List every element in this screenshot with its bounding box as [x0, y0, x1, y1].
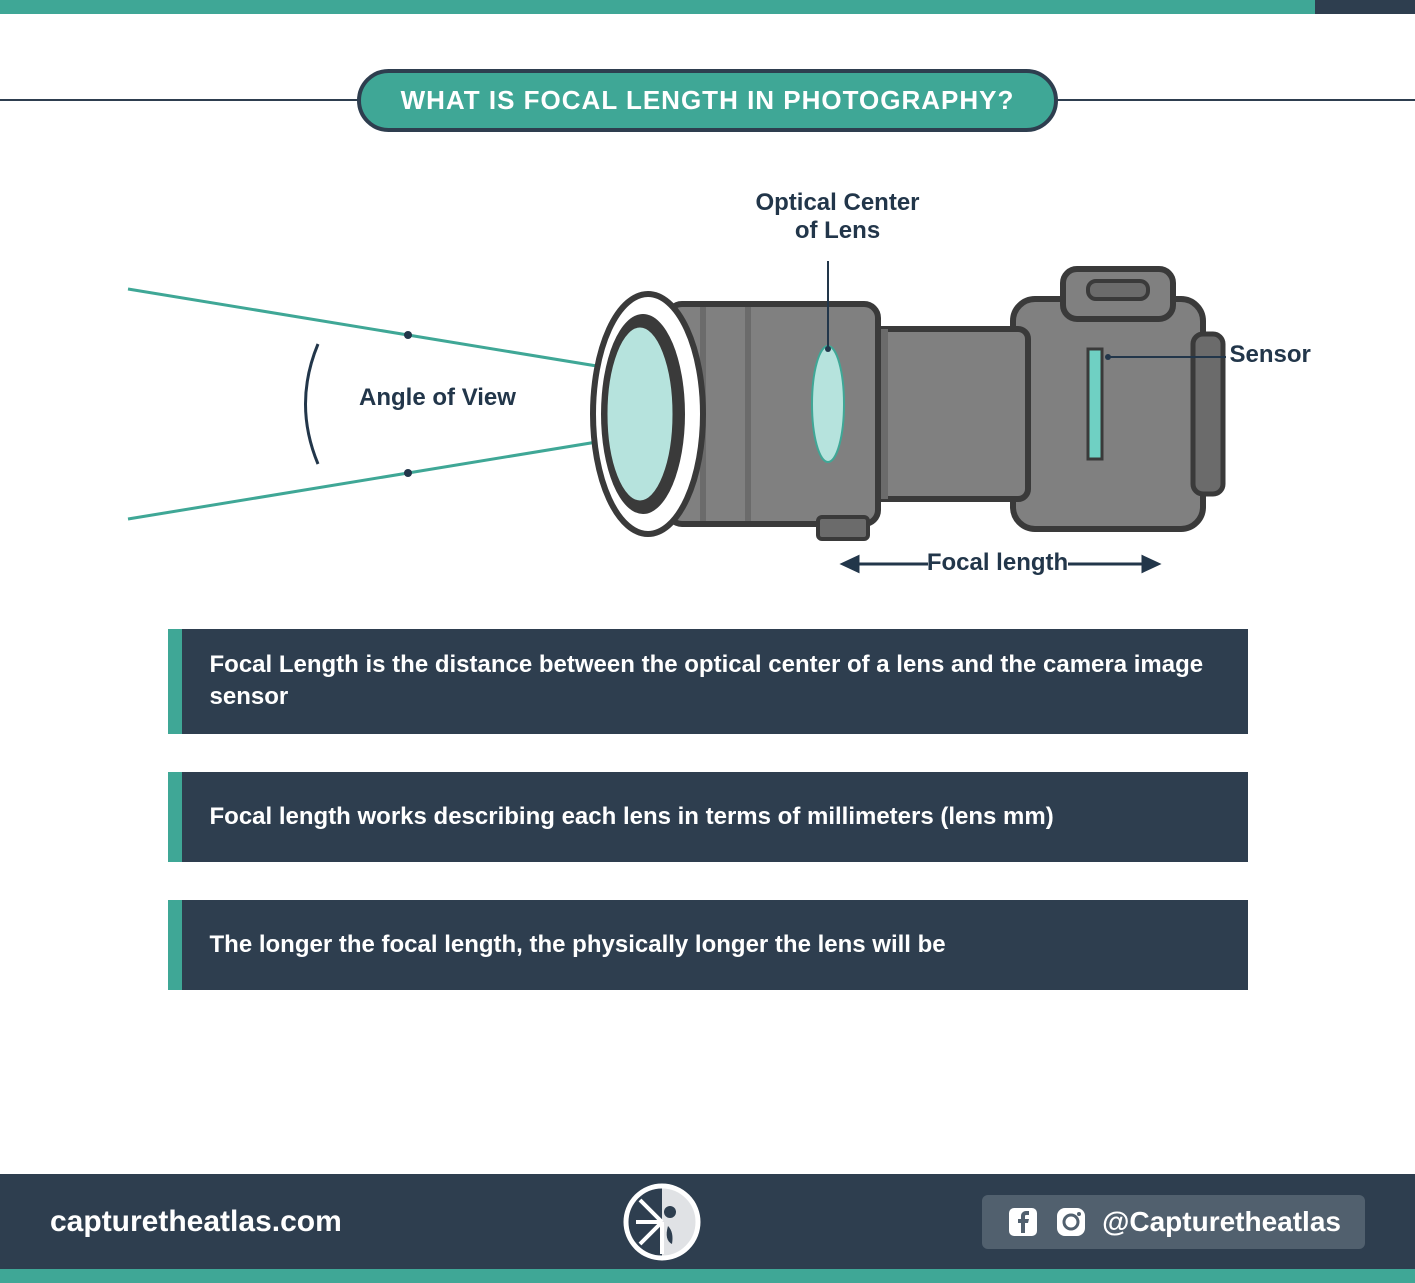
fact-box: Focal length works describing each lens … — [168, 772, 1248, 862]
fact-text: The longer the focal length, the physica… — [182, 900, 1248, 990]
facebook-icon — [1006, 1205, 1040, 1239]
fact-accent — [168, 772, 182, 862]
camera-illustration — [593, 269, 1223, 539]
footer-social-handle: @Capturetheatlas — [982, 1195, 1365, 1249]
page-title: WHAT IS FOCAL LENGTH IN PHOTOGRAPHY? — [357, 69, 1059, 132]
footer-main: capturetheatlas.com @Capturetheatlas — [0, 1174, 1415, 1269]
label-optical-center: Optical Centerof Lens — [738, 189, 938, 244]
title-row: WHAT IS FOCAL LENGTH IN PHOTOGRAPHY? — [40, 69, 1375, 129]
fact-accent — [168, 629, 182, 734]
footer: capturetheatlas.com @Capturetheatlas — [0, 1174, 1415, 1283]
label-sensor: Sensor — [1230, 341, 1311, 369]
label-focal-length: Focal length — [923, 549, 1073, 577]
social-handle-text: @Capturetheatlas — [1102, 1206, 1341, 1238]
instagram-icon — [1054, 1205, 1088, 1239]
angle-arc — [305, 344, 318, 464]
fact-box: The longer the focal length, the physica… — [168, 900, 1248, 990]
facts-list: Focal Length is the distance between the… — [168, 629, 1248, 990]
footer-url: capturetheatlas.com — [50, 1205, 342, 1239]
top-accent-bar — [0, 0, 1415, 14]
footer-logo-icon — [622, 1182, 702, 1262]
fact-accent — [168, 900, 182, 990]
fact-text: Focal Length is the distance between the… — [182, 629, 1248, 734]
focal-length-diagram: Optical Centerof Lens Angle of View Sens… — [108, 169, 1308, 599]
diagram-svg — [108, 169, 1308, 599]
fact-text: Focal length works describing each lens … — [182, 772, 1248, 862]
fact-box: Focal Length is the distance between the… — [168, 629, 1248, 734]
footer-bottom-accent — [0, 1269, 1415, 1283]
top-bar-teal — [0, 0, 1315, 14]
label-angle-of-view: Angle of View — [338, 384, 538, 412]
top-bar-dark — [1315, 0, 1415, 14]
